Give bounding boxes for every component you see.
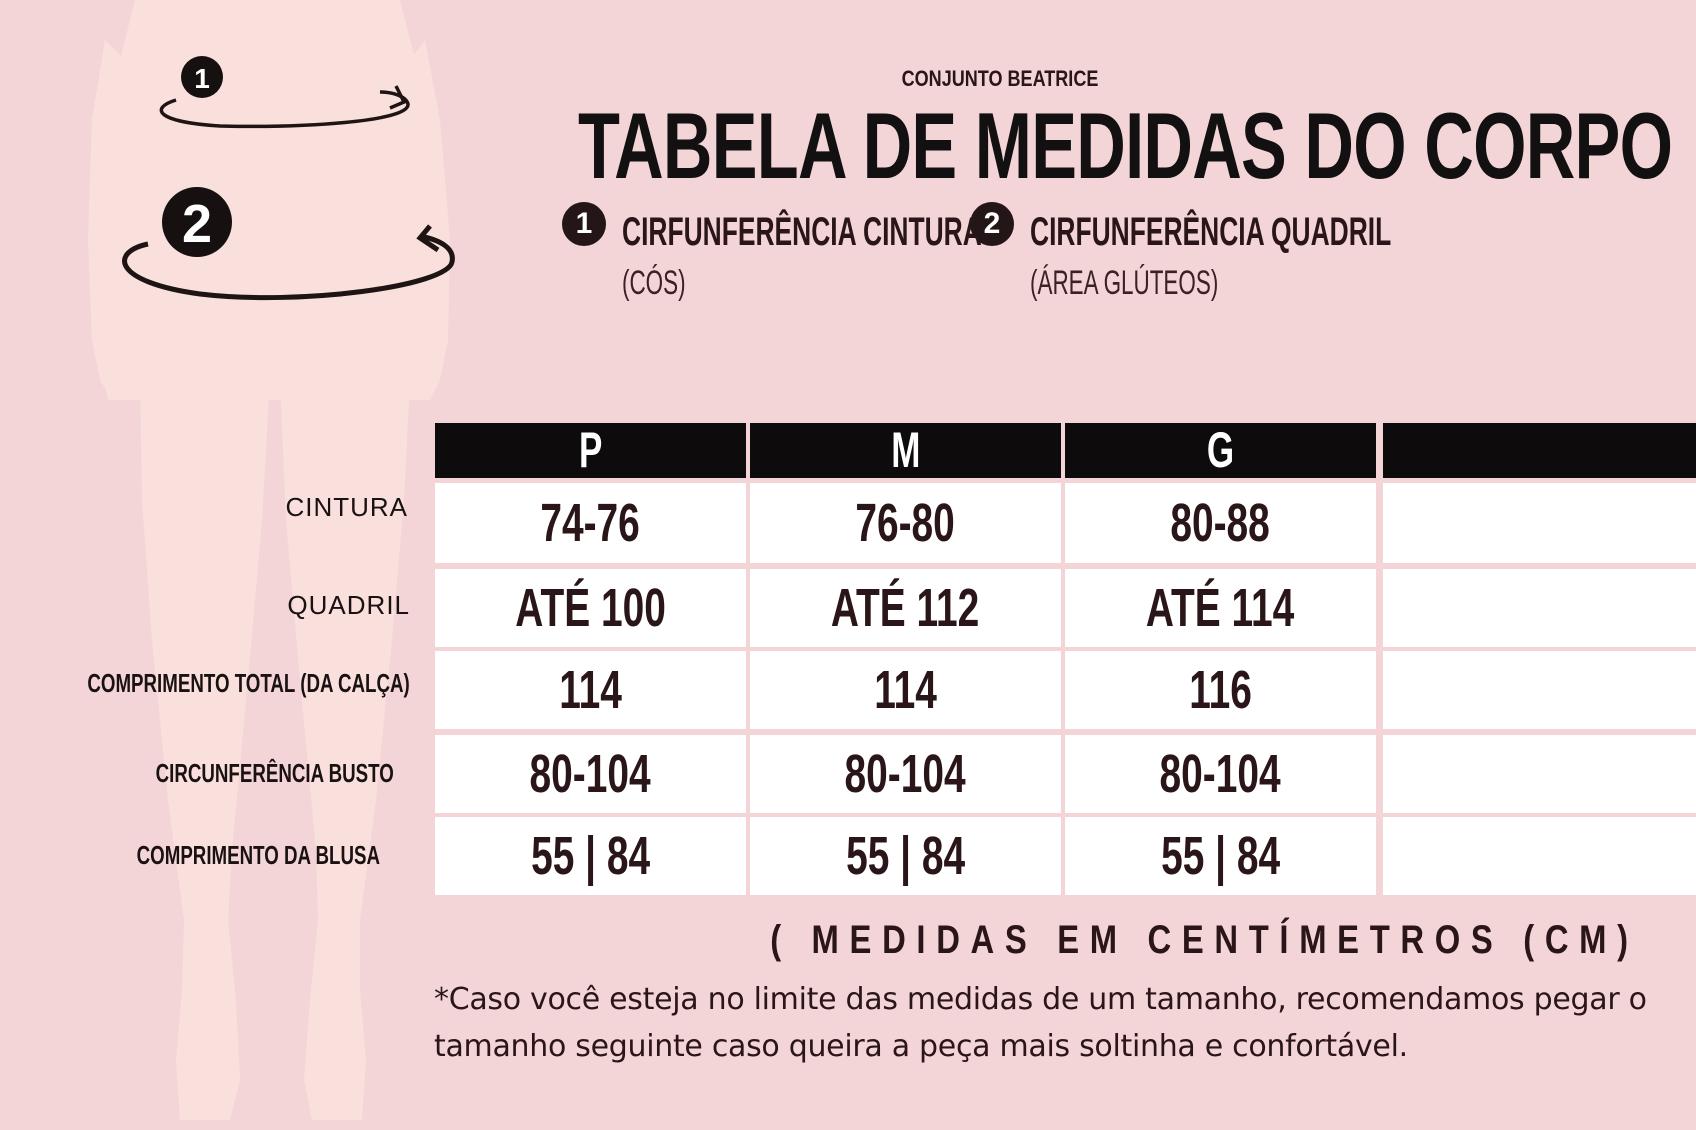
size-header-m: M [750,423,1061,478]
row-label-comprimento-blusa: COMPRIMENTO DA BLUSA [136,840,380,870]
table-cell: 114 [435,651,746,729]
table-cell: ATÉ 100 [435,569,746,647]
legend-sublabel: (ÁREA GLÚTEOS) [1030,264,1219,302]
table-cell: ATÉ 114 [1065,569,1376,647]
number-1-icon: 1 [562,202,606,246]
size-header-g: G [1065,423,1376,478]
table-cell: 114 [750,651,1061,729]
table-cell: 80-104 [1065,735,1376,813]
number-2-icon: 2 [970,202,1014,246]
size-header-p: P [435,423,746,478]
page-title: TABELA DE MEDIDAS DO CORPO [578,93,1673,198]
table-cell: 76-80 [750,483,1061,563]
table-cell: 55 | 84 [1065,817,1376,895]
table-cell [1383,735,1696,813]
marker-2-icon: 2 [162,187,232,257]
table-cell [1383,817,1696,895]
table-cell: 55 | 84 [435,817,746,895]
table-cell [1383,569,1696,647]
legend-label: CIRFUNFERÊNCIA CINTURA [622,210,982,254]
table-cell: 80-88 [1065,483,1376,563]
row-label-cintura: CINTURA [285,492,408,522]
row-label-comprimento-total: COMPRIMENTO TOTAL (DA CALÇA) [87,668,410,698]
units-caption: ( MEDIDAS EM CENTÍMETROS (CM) [770,918,1639,962]
size-header-blank [1383,423,1696,478]
table-cell: 74-76 [435,483,746,563]
hip-loop-icon [122,224,455,301]
table-cell: 116 [1065,651,1376,729]
table-cell [1383,483,1696,563]
collection-name: CONJUNTO BEATRICE [901,66,1099,91]
row-label-busto: CIRCUNFERÊNCIA BUSTO [155,758,394,788]
table-cell: 80-104 [435,735,746,813]
svg-text:2: 2 [182,194,212,254]
svg-text:1: 1 [194,63,210,94]
table-cell [1383,651,1696,729]
size-note: *Caso você esteja no limite das medidas … [434,982,1647,1064]
legend-label: CIRFUNFERÊNCIA QUADRIL [1030,210,1392,254]
table-cell: ATÉ 112 [750,569,1061,647]
body-silhouette: 1 2 [88,0,455,1120]
marker-1-icon: 1 [181,56,223,98]
row-label-quadril: QUADRIL [287,590,410,620]
legend-sublabel: (CÓS) [622,264,686,302]
table-cell: 55 | 84 [750,817,1061,895]
table-cell: 80-104 [750,735,1061,813]
waist-loop-icon [159,85,410,129]
